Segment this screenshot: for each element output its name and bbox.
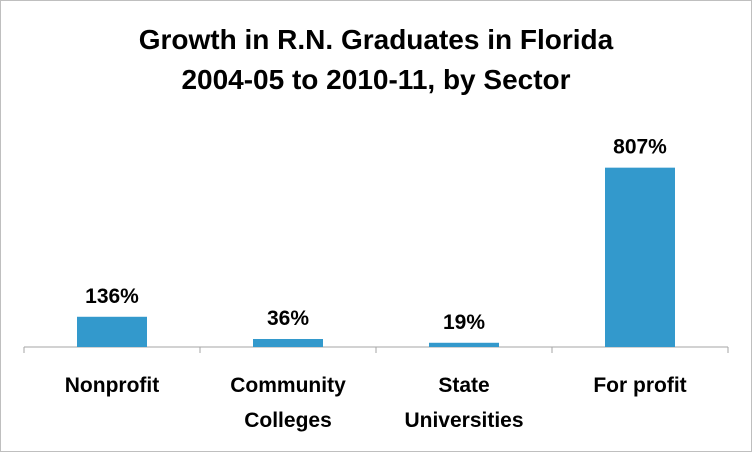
chart-title-line-1: Growth in R.N. Graduates in Florida <box>138 24 614 55</box>
data-label: 136% <box>85 285 139 308</box>
bar <box>605 167 675 347</box>
data-label: 19% <box>443 311 485 334</box>
x-tick-label: State <box>438 374 489 397</box>
data-label: 36% <box>267 307 309 330</box>
x-tick-label: For profit <box>593 374 686 397</box>
data-label: 807% <box>613 136 667 159</box>
bar <box>429 342 499 347</box>
chart-title: Growth in R.N. Graduates in Florida 2004… <box>0 20 752 100</box>
chart-title-line-2: 2004-05 to 2010-11, by Sector <box>181 64 571 95</box>
bar <box>253 339 323 347</box>
bar <box>77 316 147 347</box>
x-tick-label: Universities <box>404 409 523 432</box>
x-tick-label: Nonprofit <box>65 374 159 397</box>
x-tick-label: Community <box>230 374 346 397</box>
x-tick-label: Colleges <box>244 409 332 432</box>
